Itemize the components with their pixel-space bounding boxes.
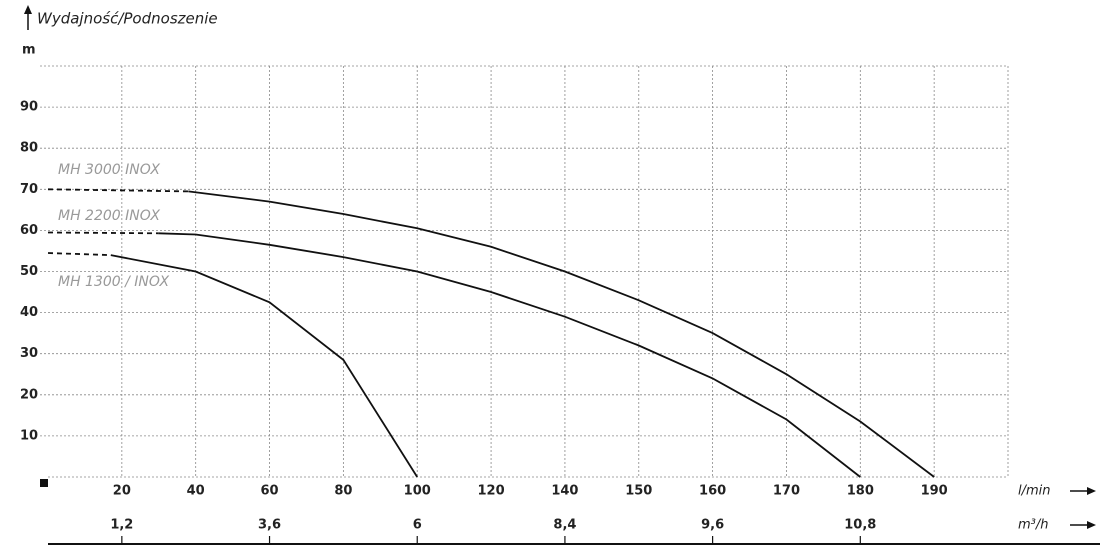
x2-arrow-head [1087,521,1096,529]
curve-dashed [47,231,159,235]
y-tick-label: 30 [20,346,38,361]
y-tick-label: 20 [20,387,38,402]
x-tick-label: 100 [404,484,431,499]
x2-tick-label: 8,4 [553,518,576,533]
y-tick-label: 50 [20,264,38,279]
x-tick-label: 20 [113,484,131,499]
y-tick-label: 90 [20,100,38,115]
x-arrow-head [1087,487,1096,495]
x2-tick-label: 10,8 [844,518,876,533]
x2-axis-label: m³/h [1018,518,1049,533]
curve-dashed [47,188,189,193]
x-tick-label: 40 [187,484,205,499]
series-label: MH 2200 INOX [58,208,160,224]
x-tick-label: 80 [334,484,352,499]
x2-tick-label: 1,2 [110,518,133,533]
x2-tick-label: 6 [413,518,422,533]
x-tick-label: 60 [260,484,278,499]
y-tick-label: 80 [20,141,38,156]
curve [110,254,418,478]
chart-title: Wydajność/Podnoszenie [37,10,218,28]
x-tick-label: 180 [847,484,874,499]
curve [188,190,935,478]
x2-tick-label: 3,6 [258,518,281,533]
x-tick-label: 190 [921,484,948,499]
origin-marker [40,479,48,487]
y-tick-label: 40 [20,305,38,320]
curve [158,232,861,478]
y-tick-label: 60 [20,223,38,238]
x-tick-label: 120 [478,484,505,499]
x-axis-label: l/min [1018,484,1051,499]
x-tick-label: 170 [773,484,800,499]
series-label: MH 1300 / INOX [58,274,170,290]
y-axis-label: m [22,43,36,58]
x2-tick-label: 9,6 [701,518,724,533]
x-tick-label: 140 [551,484,578,499]
x-tick-label: 160 [699,484,726,499]
y-tick-label: 10 [20,428,38,443]
series-label: MH 3000 INOX [58,162,160,178]
y-tick-label: 70 [20,182,38,197]
y-arrow-head [24,5,32,14]
curve-dashed [47,252,111,256]
x-tick-label: 150 [625,484,652,499]
